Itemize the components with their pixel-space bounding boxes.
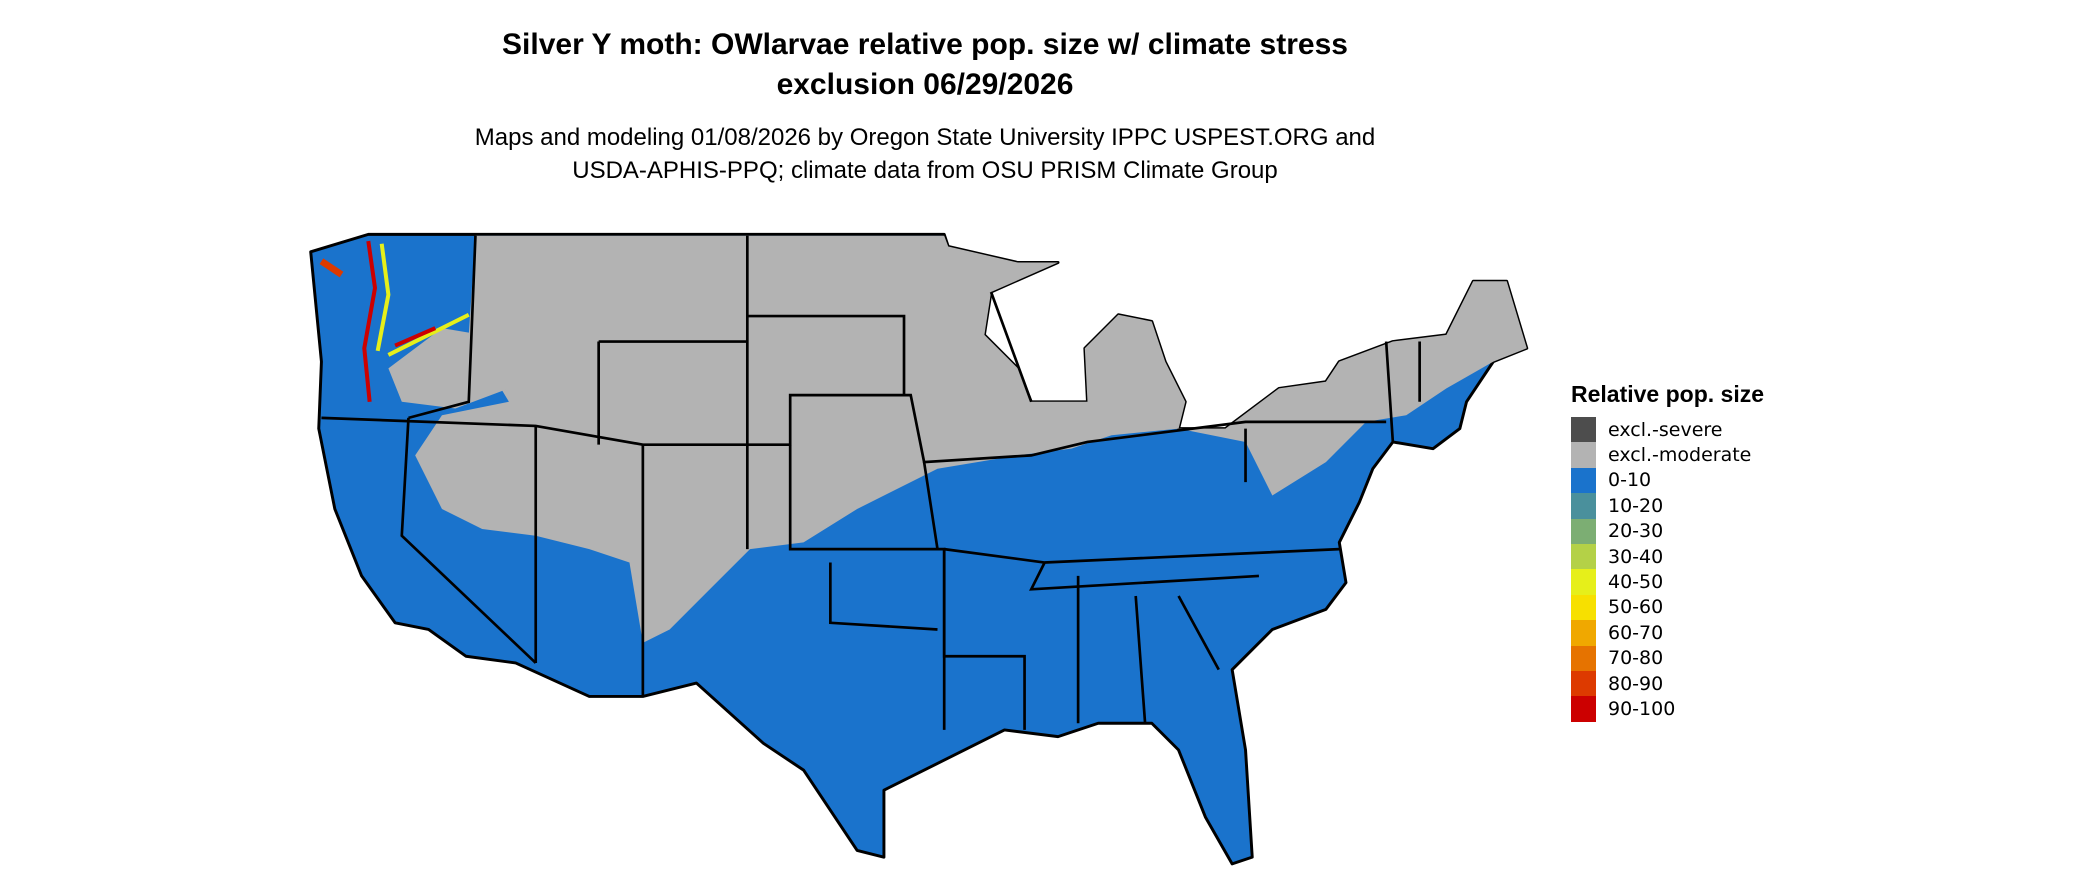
legend-swatch <box>1571 543 1596 570</box>
legend-swatch <box>1571 467 1596 494</box>
legend-item: 80-90 <box>1571 670 1751 697</box>
legend-item: 10-20 <box>1571 493 1751 519</box>
legend-item: excl.-moderate <box>1571 442 1752 468</box>
legend-swatch <box>1571 594 1596 621</box>
legend-label: 40-50 <box>1608 571 1664 594</box>
legend-item: 70-80 <box>1571 645 1751 671</box>
legend-label: 90-100 <box>1608 697 1676 720</box>
legend-label: 30-40 <box>1608 545 1664 568</box>
map-title-line2: exclusion 06/29/2026 <box>776 68 1074 101</box>
state-borders <box>321 235 1421 730</box>
legend-swatch <box>1571 493 1596 519</box>
legend-label: 70-80 <box>1608 647 1664 670</box>
region-excl-moderate <box>415 235 1527 643</box>
legend-title: Relative pop. size <box>1571 381 1765 407</box>
legend-label: 20-30 <box>1608 520 1664 543</box>
hotspots-pacific-northwest <box>319 240 470 403</box>
legend-item: 0-10 <box>1571 467 1751 494</box>
legend-item: 30-40 <box>1571 543 1751 570</box>
region-excl-moderate-oregon <box>388 328 509 409</box>
legend-item: 50-60 <box>1571 594 1751 621</box>
legend-item: 90-100 <box>1571 696 1751 722</box>
legend-swatch <box>1571 620 1596 646</box>
legend-swatch <box>1571 670 1596 697</box>
legend-item: 60-70 <box>1571 620 1751 646</box>
legend-item: excl.-severe <box>1571 417 1751 443</box>
legend-item: 20-30 <box>1571 518 1751 544</box>
legend-label: 60-70 <box>1608 621 1664 644</box>
map-title-line1: Silver Y moth: OWlarvae relative pop. si… <box>502 28 1348 61</box>
legend-swatch <box>1571 696 1596 722</box>
legend-label: excl.-moderate <box>1608 444 1752 467</box>
legend-label: 10-20 <box>1608 494 1664 517</box>
legend-label: 80-90 <box>1608 672 1664 695</box>
legend-swatch <box>1571 417 1596 443</box>
legend-swatch <box>1571 518 1596 544</box>
legend: excl.-severe excl.-moderate 0-10 10-20 2… <box>1571 417 1751 722</box>
legend-swatch <box>1571 442 1596 468</box>
legend-swatch <box>1571 645 1596 671</box>
legend-label: excl.-severe <box>1608 418 1723 441</box>
legend-item: 40-50 <box>1571 569 1751 595</box>
map-subtitle-line2: USDA-APHIS-PPQ; climate data from OSU PR… <box>572 157 1278 184</box>
legend-label: 50-60 <box>1608 596 1664 619</box>
legend-swatch <box>1571 569 1596 595</box>
legend-label: 0-10 <box>1608 469 1652 492</box>
map-subtitle-line1: Maps and modeling 01/08/2026 by Oregon S… <box>474 124 1376 151</box>
